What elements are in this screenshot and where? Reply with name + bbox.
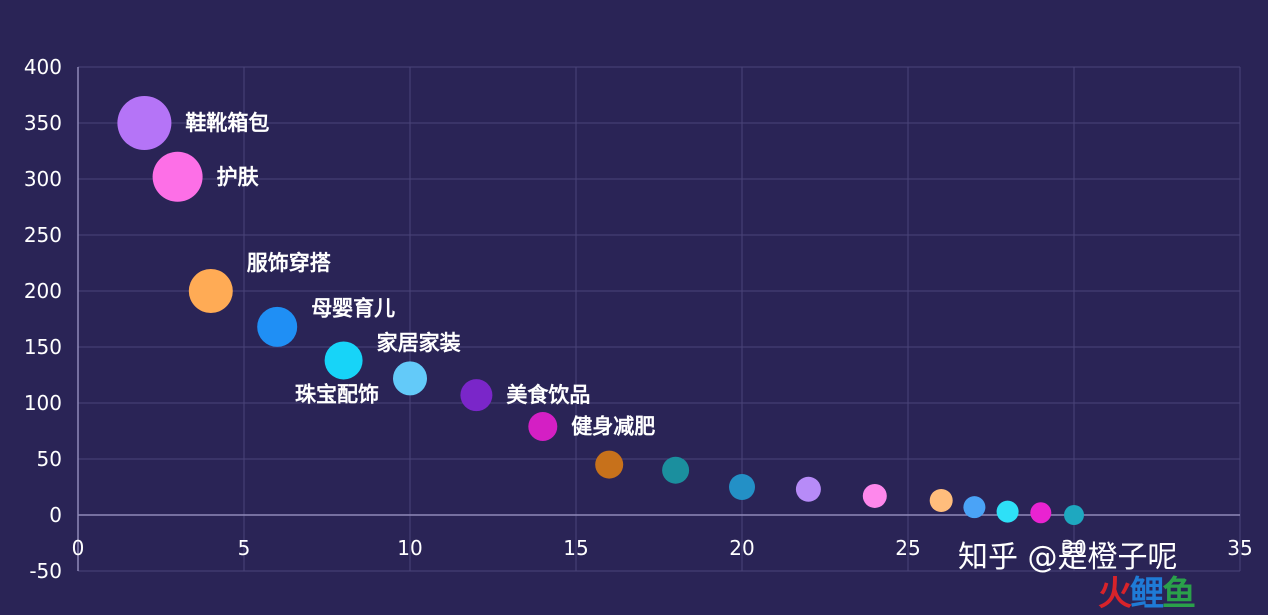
y-tick-label: 400 (24, 55, 62, 79)
y-tick-label: 50 (37, 447, 62, 471)
y-tick-label: 150 (24, 335, 62, 359)
bubble-point (996, 500, 1019, 523)
x-tick-label: 30 (1061, 536, 1086, 560)
x-tick-label: 5 (238, 536, 251, 560)
bubble-point (188, 269, 233, 313)
brand-logo: 火鲤鱼 (1098, 566, 1196, 615)
y-tick-label: 200 (24, 279, 62, 303)
bubble-label: 服饰穿搭 (247, 251, 331, 275)
bubble-point (662, 456, 690, 484)
bubble-point (595, 450, 624, 479)
bubble-point (117, 96, 172, 150)
bubble-point (460, 379, 493, 412)
x-tick-label: 10 (397, 536, 422, 560)
bubble-label: 母婴育儿 (311, 297, 395, 321)
axes (77, 67, 1240, 571)
x-tick-label: 15 (563, 536, 588, 560)
y-tick-label: 300 (24, 167, 62, 191)
bubble-label: 珠宝配饰 (295, 382, 379, 406)
bubble-point (729, 474, 755, 500)
y-tick-label: 0 (49, 503, 62, 527)
bubble-point (1030, 502, 1052, 524)
bubble-label: 健身减肥 (571, 415, 655, 439)
bubbles (117, 96, 1084, 525)
bubble-label: 家居家装 (377, 331, 461, 355)
bubble-label: 鞋靴箱包 (185, 111, 269, 135)
x-tick-label: 25 (895, 536, 920, 560)
tick-labels: -50 0 50 100 150 200 250 300 350 400 0 5 10 15 20 25 30 3… (24, 55, 1253, 583)
bubble-point (257, 306, 298, 347)
logo-char-2: 鲤 (1130, 574, 1164, 614)
bubble-point (929, 488, 953, 512)
y-tick-label: 350 (24, 111, 62, 135)
logo-char-1: 火 (1098, 574, 1132, 614)
bubble-point (152, 151, 203, 202)
bubble-point (324, 341, 363, 380)
bubble-point (795, 476, 821, 502)
y-tick-label: -50 (29, 559, 62, 583)
bubble-point (963, 496, 986, 519)
logo-char-3: 鱼 (1162, 574, 1196, 614)
bubble-point (393, 361, 427, 396)
watermark-text: 知乎 @是橙子呢 (958, 540, 1178, 575)
bubble-point (528, 412, 558, 442)
bubble-label: 护肤 (217, 165, 260, 189)
x-tick-label: 0 (72, 536, 85, 560)
bubble-point (862, 483, 887, 508)
y-tick-label: 100 (24, 391, 62, 415)
x-tick-label: 20 (729, 536, 754, 560)
grid-lines (78, 66, 1241, 572)
x-tick-label: 35 (1227, 536, 1252, 560)
y-tick-label: 250 (24, 223, 62, 247)
bubble-label: 美食饮品 (506, 383, 590, 407)
bubble-point (1064, 505, 1084, 525)
